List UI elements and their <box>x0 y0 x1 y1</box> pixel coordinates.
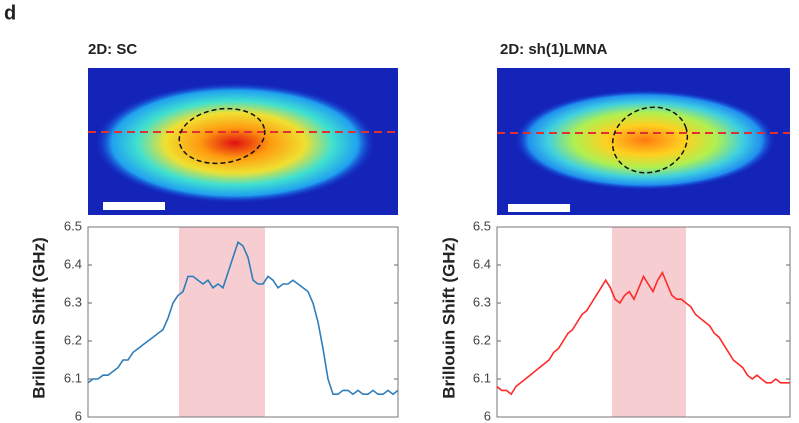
y-tick-label: 6.1 <box>64 370 82 385</box>
plot-frame <box>87 226 399 418</box>
highlight-band <box>612 227 686 417</box>
data-line <box>496 270 790 396</box>
y-tick-label: 6.5 <box>64 218 82 233</box>
y-tick-label: 6.5 <box>473 218 491 233</box>
y-tick-label: 6.2 <box>64 332 82 347</box>
highlight-band <box>179 227 265 417</box>
y-tick-label: 6.3 <box>473 294 491 309</box>
data-line <box>87 240 399 396</box>
y-tick-label: 6 <box>484 408 491 423</box>
y-tick-label: 6.4 <box>64 256 82 271</box>
plot-frame <box>496 226 791 418</box>
panel-label: d <box>4 2 16 24</box>
y-tick-label: 6.2 <box>473 332 491 347</box>
y-tick-label: 6.3 <box>64 294 82 309</box>
heatmap <box>88 68 398 215</box>
y-axis-label: Brillouin Shift (GHz) <box>439 237 458 398</box>
chart-title: 2D: sh(1)LMNA <box>500 41 608 58</box>
y-axis-label: Brillouin Shift (GHz) <box>29 237 48 398</box>
chart-title: 2D: SC <box>88 41 137 58</box>
y-tick-label: 6 <box>75 408 82 423</box>
y-tick-label: 6.4 <box>473 256 491 271</box>
heatmap <box>497 68 790 215</box>
y-tick-label: 6.1 <box>473 370 491 385</box>
